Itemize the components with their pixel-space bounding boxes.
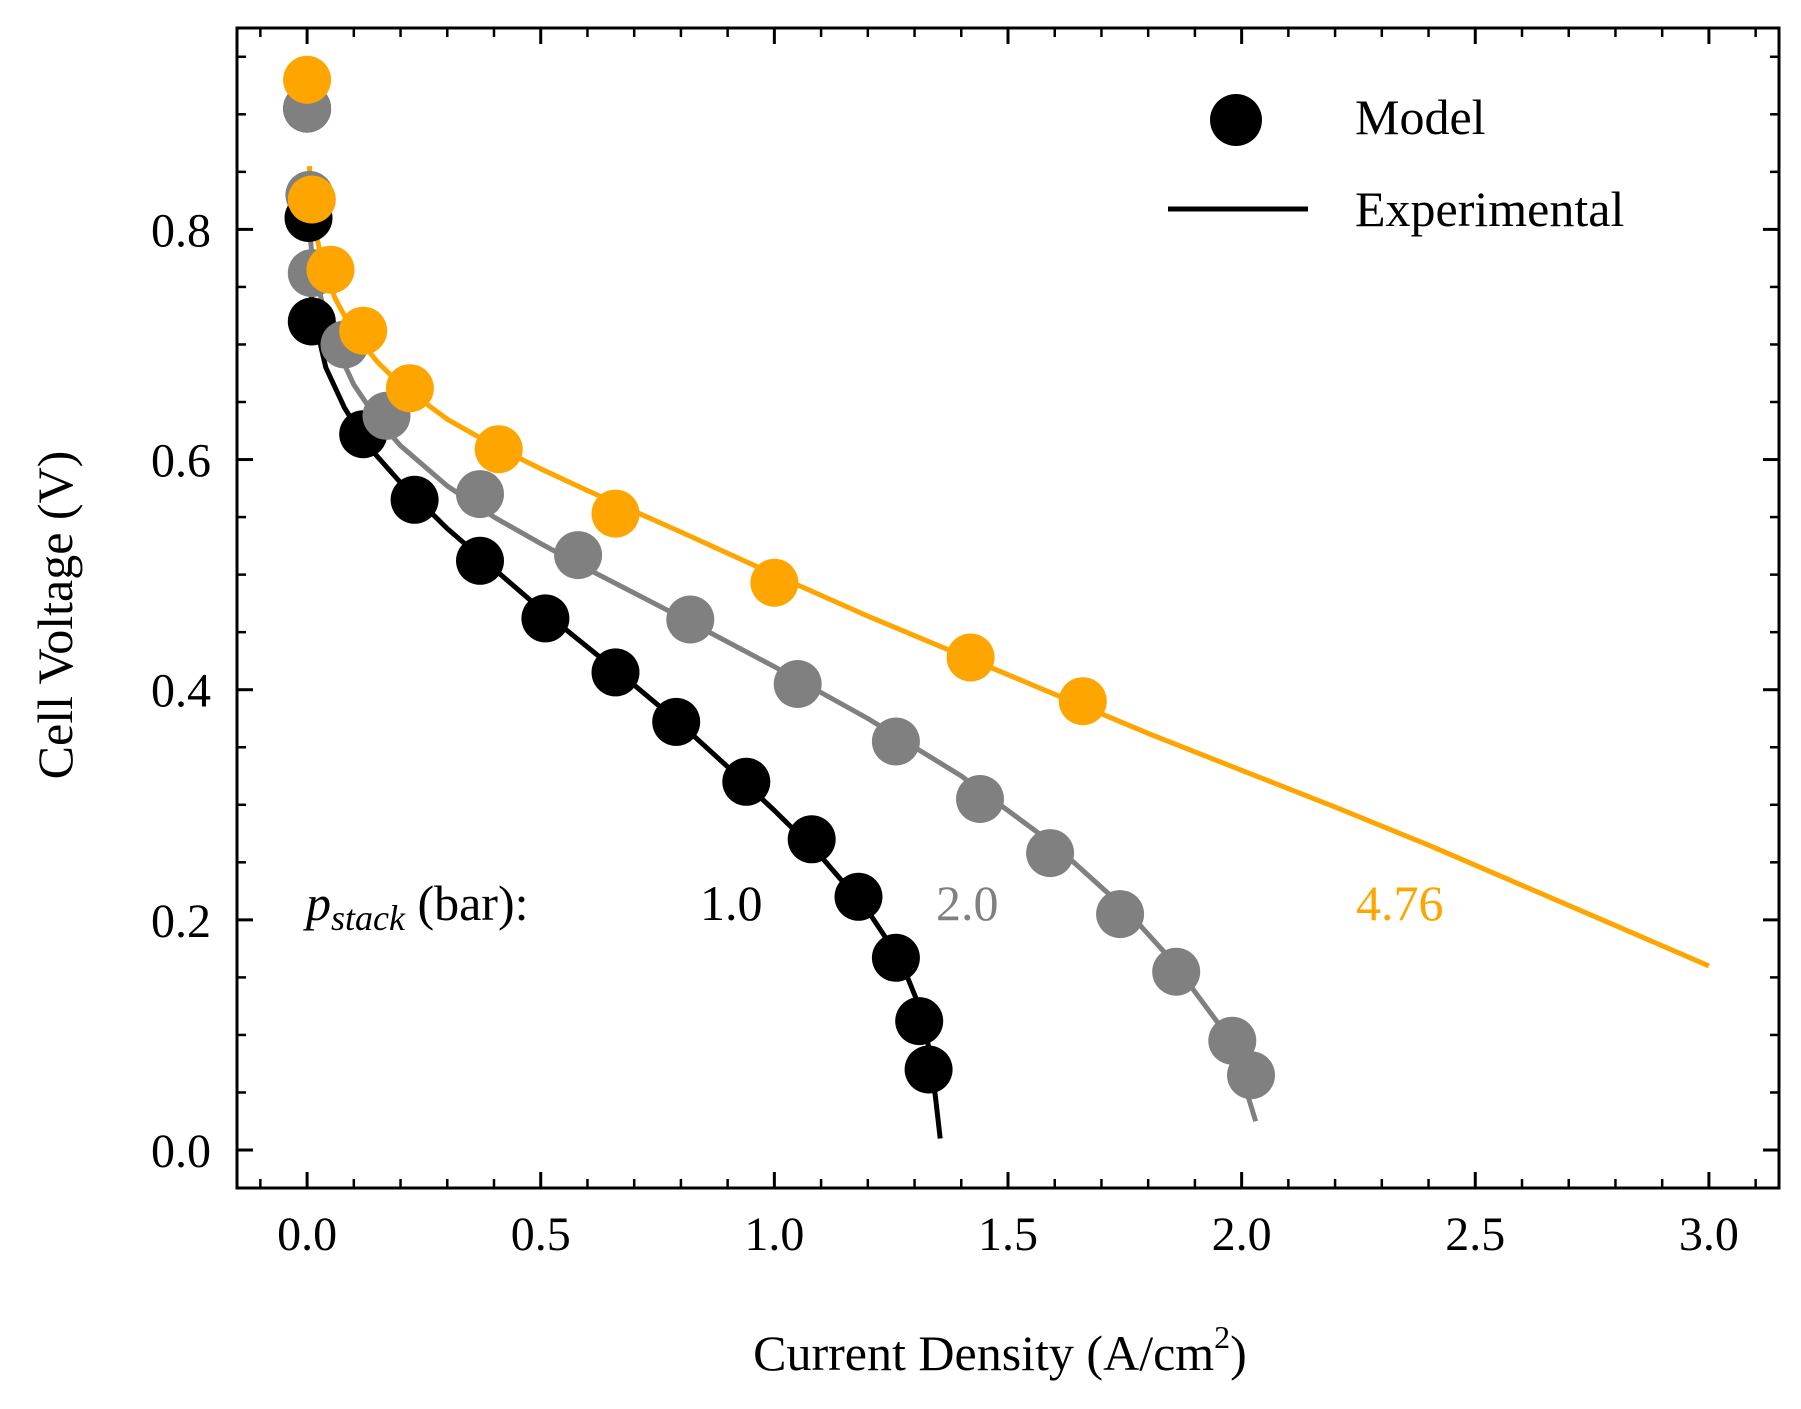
model-point-4-76 <box>339 306 388 355</box>
model-point-1-0 <box>895 997 944 1046</box>
pstack-p: p <box>303 875 331 931</box>
model-point-1-0 <box>521 594 570 643</box>
pressure-label-1: 1.0 <box>700 875 763 931</box>
legend-model-label: Model <box>1355 89 1486 145</box>
model-point-1-0 <box>904 1045 953 1094</box>
y-tick-label: 0.6 <box>151 435 211 488</box>
x-tick-label: 1.0 <box>744 1208 804 1261</box>
x-tick-label: 2.5 <box>1445 1208 1505 1261</box>
x-axis-label-close: ) <box>1230 1325 1247 1381</box>
model-point-4-76 <box>946 633 995 682</box>
x-tick-label: 1.5 <box>978 1208 1038 1261</box>
model-point-4-76 <box>591 489 640 538</box>
pstack-label: pstack (bar): <box>303 875 529 938</box>
model-point-4-76 <box>306 245 355 294</box>
x-tick-label: 0.0 <box>277 1208 337 1261</box>
y-axis-label: Cell Voltage (V) <box>27 451 83 780</box>
x-tick-label: 2.0 <box>1212 1208 1272 1261</box>
model-point-2-0 <box>1227 1051 1275 1100</box>
y-tick-label: 0.2 <box>151 895 211 948</box>
plot-frame <box>235 26 1781 1190</box>
pressure-label-3: 4.76 <box>1356 875 1444 931</box>
model-point-2-0 <box>871 717 920 766</box>
model-point-1-0 <box>390 475 439 524</box>
x-tick-label: 0.5 <box>511 1208 571 1261</box>
model-point-4-76 <box>385 364 434 413</box>
model-point-1-0 <box>456 536 504 585</box>
pstack-unit: (bar): <box>405 875 529 931</box>
y-tick-label: 0.0 <box>151 1125 211 1178</box>
model-point-1-0 <box>871 933 920 982</box>
experimental-line-4-76 <box>306 165 1710 969</box>
model-point-2-0 <box>1096 890 1145 939</box>
model-point-4-76 <box>1058 677 1107 726</box>
x-axis-label: Current Density (A/cm2) <box>753 1319 1247 1381</box>
model-point-1-0 <box>722 757 771 806</box>
model-points <box>283 55 1275 1100</box>
y-tick-label: 0.8 <box>151 204 211 257</box>
x-axis-label-text: Current Density (A/cm <box>753 1325 1214 1381</box>
model-point-4-76 <box>750 558 799 607</box>
model-point-2-0 <box>554 531 603 580</box>
pressure-annotation: pstack (bar): 1.0 2.0 4.76 <box>303 875 1444 938</box>
model-point-1-0 <box>834 872 883 921</box>
model-point-1-0 <box>591 648 640 697</box>
model-point-1-0 <box>787 815 836 864</box>
legend-model-marker <box>1210 94 1262 146</box>
model-point-1-0 <box>652 697 701 746</box>
model-point-2-0 <box>773 660 822 708</box>
model-point-2-0 <box>666 595 715 644</box>
legend-experimental-label: Experimental <box>1355 181 1624 237</box>
model-point-2-0 <box>956 775 1004 823</box>
model-point-4-76 <box>474 425 523 474</box>
model-point-2-0 <box>456 470 504 519</box>
model-point-4-76 <box>283 55 332 104</box>
model-point-2-0 <box>1152 947 1201 996</box>
model-point-4-76 <box>287 175 336 224</box>
pressure-label-2: 2.0 <box>936 875 999 931</box>
pstack-sub: stack <box>331 898 406 938</box>
model-point-2-0 <box>1026 829 1075 878</box>
tick-labels: 0.0 0.5 1.0 1.5 2.0 2.5 3.0 0.0 0.2 0.4 0.6 0.8 <box>151 204 1739 1261</box>
legend: Model Experimental <box>1168 89 1624 237</box>
x-axis-label-sup: 2 <box>1214 1319 1230 1355</box>
x-tick-label: 3.0 <box>1679 1208 1739 1261</box>
experimental-lines <box>306 165 1710 1139</box>
y-tick-label: 0.4 <box>151 665 211 718</box>
